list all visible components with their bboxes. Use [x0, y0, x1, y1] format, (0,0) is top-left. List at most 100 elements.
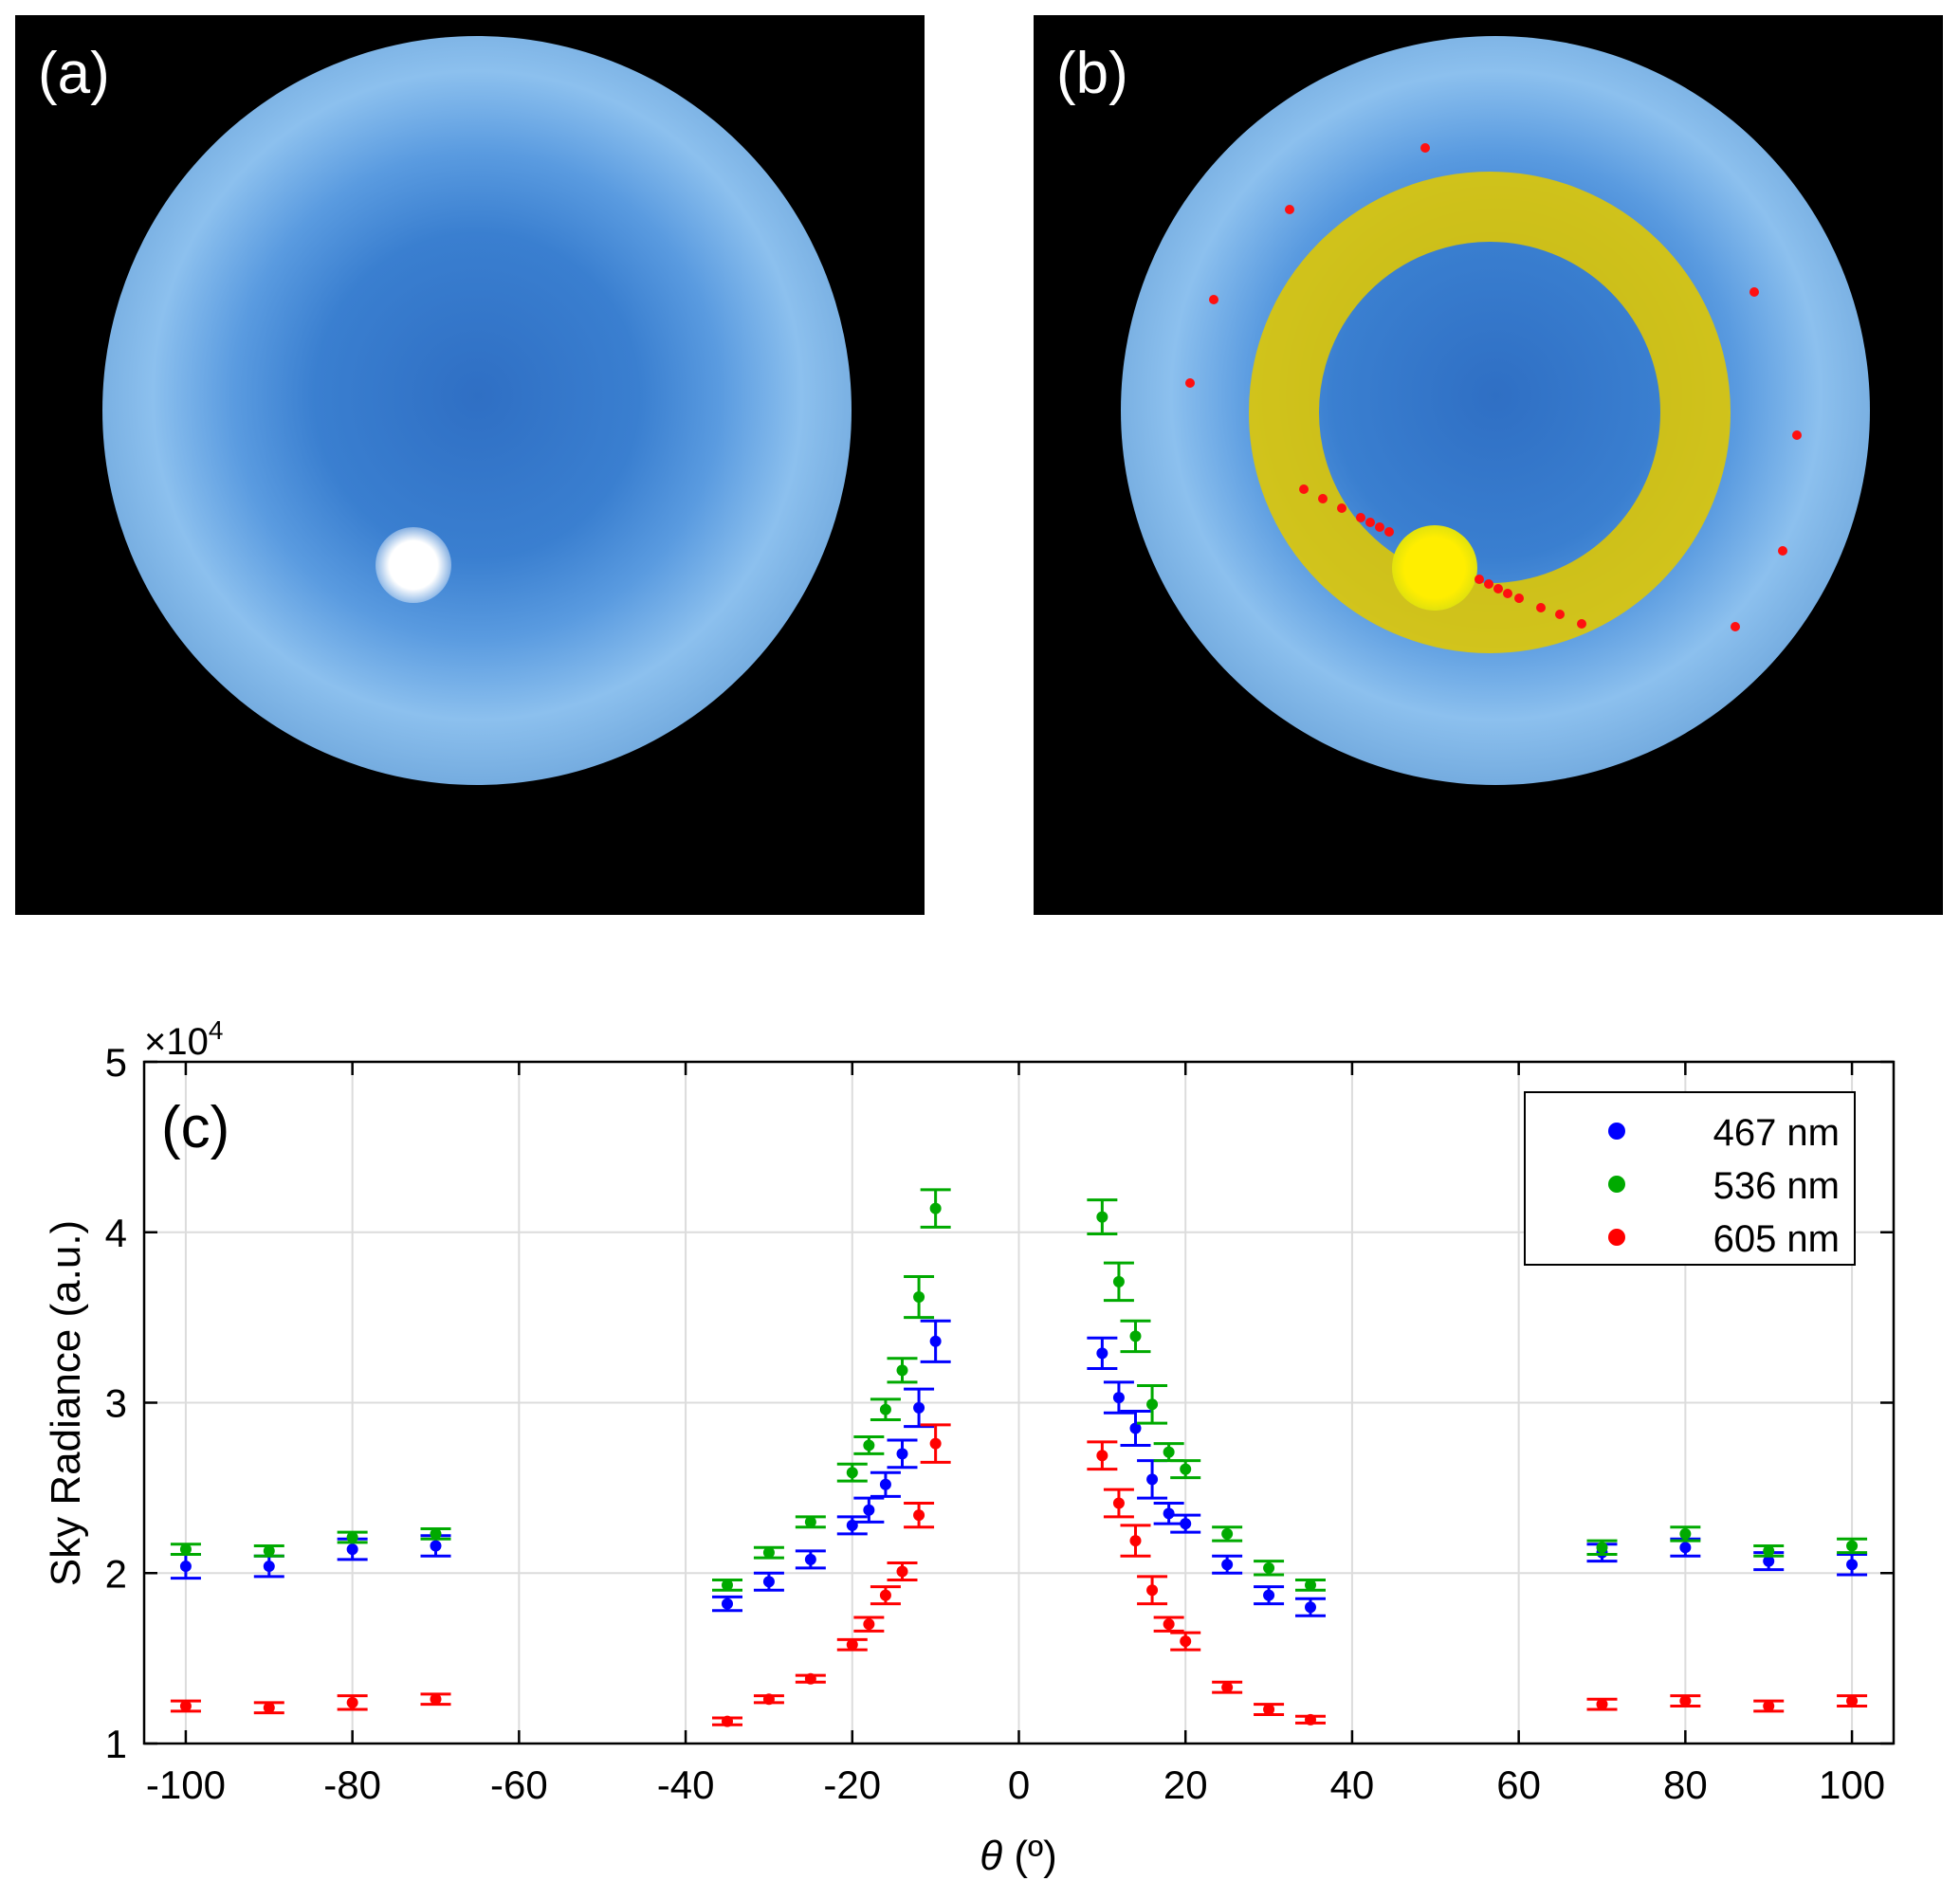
series-605-nm-point: [170, 1699, 201, 1713]
sky-image-b: (b): [1034, 15, 1943, 915]
legend-label: 605 nm: [1713, 1218, 1840, 1260]
series-467-nm-point: [870, 1470, 901, 1498]
legend-label: 467 nm: [1713, 1112, 1840, 1154]
x-tick-label: 0: [1008, 1762, 1030, 1807]
series-536-nm-point: [836, 1462, 868, 1483]
series-536-nm-point: [1670, 1525, 1701, 1543]
data-point: [1112, 1275, 1125, 1287]
series-536-nm-point: [253, 1543, 284, 1558]
data-point: [1679, 1542, 1692, 1554]
series-605-nm-point: [1120, 1524, 1151, 1558]
data-point: [1146, 1398, 1159, 1411]
series-536-nm-point: [712, 1578, 742, 1592]
series-467-nm-point: [1137, 1459, 1168, 1500]
data-point: [179, 1561, 192, 1573]
data-point: [1846, 1559, 1859, 1571]
series-536-nm-point: [1254, 1560, 1285, 1577]
series-605-nm-point: [753, 1693, 784, 1706]
data-point: [896, 1448, 908, 1460]
data-point: [1112, 1497, 1125, 1509]
series-605-nm-point: [795, 1672, 826, 1685]
x-tick-label: -80: [323, 1762, 381, 1807]
series-536-nm-point: [1586, 1539, 1618, 1556]
legend-marker: [1608, 1176, 1625, 1193]
panel-label-c: (c): [161, 1095, 229, 1160]
series-536-nm-point: [1837, 1537, 1868, 1555]
data-point: [346, 1531, 358, 1543]
data-point: [346, 1543, 358, 1556]
series-467-nm-point: [904, 1387, 935, 1429]
data-point: [1221, 1527, 1234, 1540]
series-467-nm-point: [1087, 1336, 1118, 1371]
x-tick-label: 80: [1663, 1762, 1708, 1807]
data-point: [896, 1364, 908, 1377]
series-536-nm-point: [1295, 1578, 1326, 1592]
data-point: [1096, 1211, 1108, 1223]
data-point: [1146, 1584, 1159, 1597]
data-point: [430, 1693, 442, 1706]
series-605-nm-point: [920, 1423, 951, 1464]
data-point: [1163, 1618, 1175, 1631]
x-tick-label: 100: [1819, 1762, 1885, 1807]
y-tick-label: 1: [105, 1722, 127, 1766]
data-point: [722, 1715, 733, 1727]
data-point: [1112, 1392, 1125, 1404]
series-605-nm-point: [1212, 1680, 1243, 1694]
legend: 467 nm 536 nm 605 nm: [1524, 1091, 1856, 1266]
data-point: [1180, 1463, 1192, 1475]
data-point: [1846, 1540, 1859, 1552]
series-605-nm-point: [712, 1715, 742, 1727]
series-605-nm-point: [1254, 1703, 1285, 1716]
data-point: [1096, 1347, 1108, 1360]
series-467-nm-point: [836, 1515, 868, 1536]
data-point: [722, 1579, 733, 1591]
data-point: [1263, 1589, 1275, 1601]
data-point: [913, 1401, 925, 1414]
series-536-nm-point: [1103, 1261, 1134, 1303]
data-point: [1305, 1601, 1316, 1614]
data-point: [1129, 1330, 1142, 1342]
data-point: [1129, 1422, 1142, 1434]
x-tick-label: -40: [657, 1762, 715, 1807]
data-point: [1180, 1635, 1192, 1648]
series-605-nm-point: [1295, 1713, 1326, 1726]
data-point: [929, 1437, 942, 1450]
series-605-nm-point: [904, 1502, 935, 1529]
series-467-nm-point: [1120, 1409, 1151, 1447]
data-point: [263, 1544, 275, 1557]
data-point: [804, 1553, 816, 1565]
data-point: [1263, 1561, 1275, 1574]
series-536-nm-point: [904, 1274, 935, 1320]
series-467-nm-point: [795, 1549, 826, 1570]
data-point: [1163, 1507, 1175, 1520]
x-tick-label: -60: [490, 1762, 548, 1807]
fisheye-sky-photo: [102, 36, 852, 785]
series-467-nm-point: [1295, 1597, 1326, 1617]
data-point: [863, 1618, 875, 1631]
axis-ticks: -100 -80 -60 -40 -20 0 20 40 60 80 100 1 2 3 4 5: [105, 1040, 1894, 1807]
series-605-nm-point: [1103, 1488, 1134, 1519]
series-467-nm-point: [1837, 1552, 1868, 1577]
series-467-nm-point: [920, 1319, 951, 1363]
y-tick-label: 5: [105, 1040, 127, 1085]
series-536-nm-point: [1087, 1198, 1118, 1236]
series-467-nm-point: [887, 1438, 918, 1470]
data-point: [179, 1700, 192, 1712]
y-multiplier: ×104: [144, 1015, 223, 1063]
data-point: [1679, 1695, 1692, 1707]
series-536-nm-point: [170, 1543, 201, 1556]
data-point: [762, 1576, 775, 1588]
data-point: [263, 1702, 275, 1714]
x-tick-label: -20: [823, 1762, 881, 1807]
series-605-nm-point: [853, 1616, 885, 1633]
series-605-nm-point: [253, 1701, 284, 1715]
data-point: [722, 1598, 733, 1610]
data-point: [804, 1672, 816, 1685]
series-536-nm-point: [1212, 1525, 1243, 1543]
series-536-nm-point: [337, 1530, 368, 1544]
series-605-nm-point: [1837, 1694, 1868, 1707]
data-point: [929, 1202, 942, 1214]
data-point: [913, 1291, 925, 1304]
series-467-nm-point: [1153, 1502, 1184, 1525]
data-point: [1221, 1559, 1234, 1571]
